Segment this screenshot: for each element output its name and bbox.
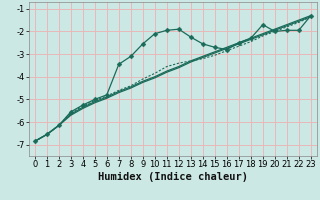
X-axis label: Humidex (Indice chaleur): Humidex (Indice chaleur) xyxy=(98,172,248,182)
